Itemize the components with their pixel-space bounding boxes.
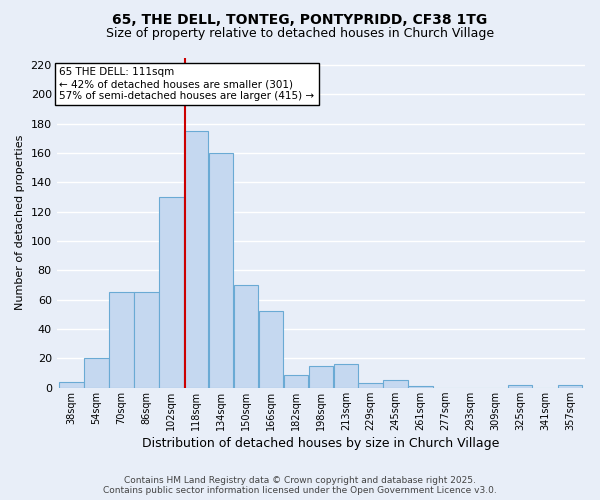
Bar: [358, 384, 383, 388]
Text: Size of property relative to detached houses in Church Village: Size of property relative to detached ho…: [106, 28, 494, 40]
Bar: [284, 374, 308, 388]
Bar: [558, 385, 582, 388]
Bar: [209, 153, 233, 388]
Bar: [184, 131, 208, 388]
Bar: [259, 312, 283, 388]
Bar: [134, 292, 158, 388]
Bar: [109, 292, 134, 388]
Text: Contains public sector information licensed under the Open Government Licence v3: Contains public sector information licen…: [103, 486, 497, 495]
Bar: [409, 386, 433, 388]
Bar: [234, 285, 258, 388]
Bar: [85, 358, 109, 388]
Bar: [59, 382, 84, 388]
Text: 65, THE DELL, TONTEG, PONTYPRIDD, CF38 1TG: 65, THE DELL, TONTEG, PONTYPRIDD, CF38 1…: [112, 12, 488, 26]
Text: Contains HM Land Registry data © Crown copyright and database right 2025.: Contains HM Land Registry data © Crown c…: [124, 476, 476, 485]
Bar: [334, 364, 358, 388]
Bar: [159, 197, 184, 388]
Text: 65 THE DELL: 111sqm
← 42% of detached houses are smaller (301)
57% of semi-detac: 65 THE DELL: 111sqm ← 42% of detached ho…: [59, 68, 314, 100]
Y-axis label: Number of detached properties: Number of detached properties: [15, 135, 25, 310]
Bar: [508, 385, 532, 388]
Bar: [383, 380, 408, 388]
X-axis label: Distribution of detached houses by size in Church Village: Distribution of detached houses by size …: [142, 437, 500, 450]
Bar: [308, 366, 333, 388]
